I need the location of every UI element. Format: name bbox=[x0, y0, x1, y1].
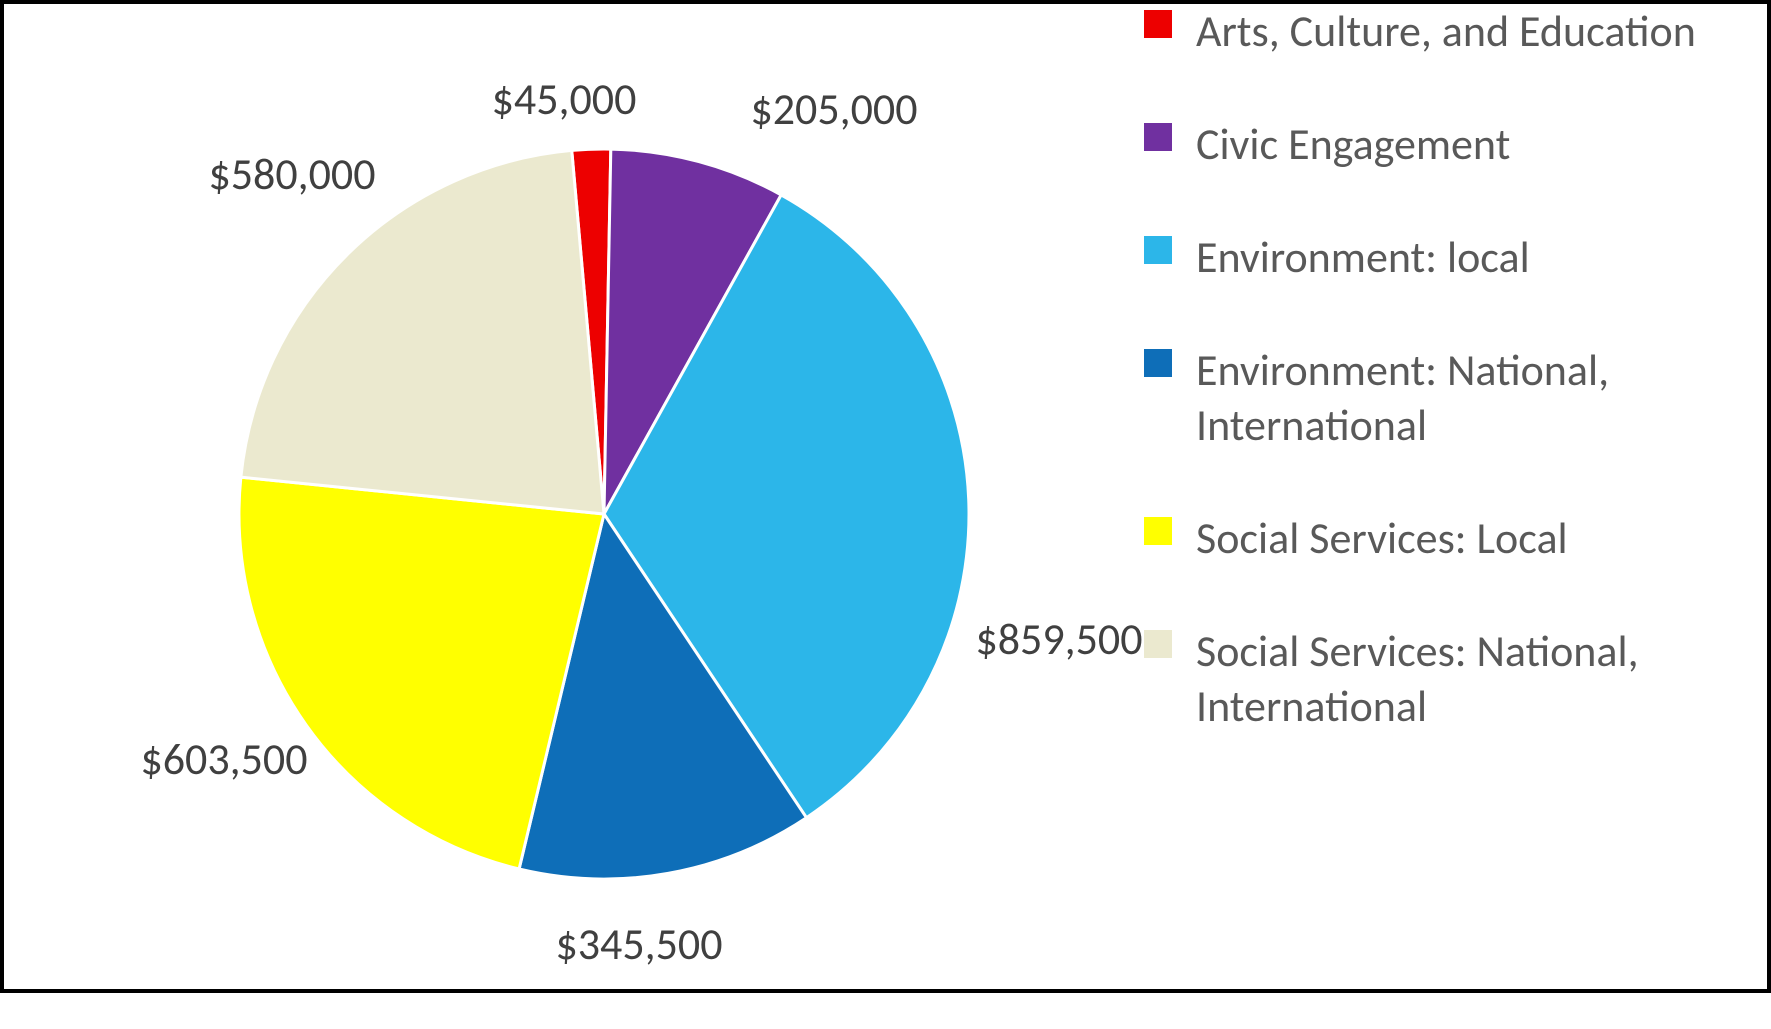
legend-swatch bbox=[1144, 517, 1172, 545]
legend-item: Social Services: Local bbox=[1144, 511, 1737, 566]
data-label: $205,000 bbox=[750, 82, 917, 136]
data-label: $45,000 bbox=[492, 72, 637, 126]
legend-item: Arts, Culture, and Education bbox=[1144, 4, 1737, 59]
data-label: $580,000 bbox=[208, 147, 375, 201]
data-label: $345,500 bbox=[555, 917, 722, 971]
data-label: $859,500 bbox=[975, 612, 1142, 666]
legend-label: Environment: National, International bbox=[1196, 343, 1716, 453]
legend-label: Arts, Culture, and Education bbox=[1196, 4, 1696, 59]
legend-swatch bbox=[1144, 10, 1172, 38]
legend-item: Civic Engagement bbox=[1144, 117, 1737, 172]
data-label: $603,500 bbox=[140, 732, 307, 786]
pie-slice bbox=[241, 150, 604, 514]
legend-label: Civic Engagement bbox=[1196, 117, 1510, 172]
pie-chart bbox=[4, 4, 1144, 997]
legend-label: Environment: local bbox=[1196, 230, 1530, 285]
legend-item: Social Services: National, International bbox=[1144, 624, 1737, 734]
pie-plot-area: $45,000 $205,000 $859,500 $345,500 $603,500 $… bbox=[4, 4, 1144, 989]
legend-label: Social Services: Local bbox=[1196, 511, 1568, 566]
legend-item: Environment: local bbox=[1144, 230, 1737, 285]
legend-swatch bbox=[1144, 236, 1172, 264]
legend-swatch bbox=[1144, 123, 1172, 151]
chart-frame: $45,000 $205,000 $859,500 $345,500 $603,500 $… bbox=[0, 0, 1771, 993]
legend-swatch bbox=[1144, 349, 1172, 377]
legend-item: Environment: National, International bbox=[1144, 343, 1737, 453]
legend: Arts, Culture, and Education Civic Engage… bbox=[1144, 0, 1767, 1029]
legend-swatch bbox=[1144, 630, 1172, 658]
legend-label: Social Services: National, International bbox=[1196, 624, 1716, 734]
